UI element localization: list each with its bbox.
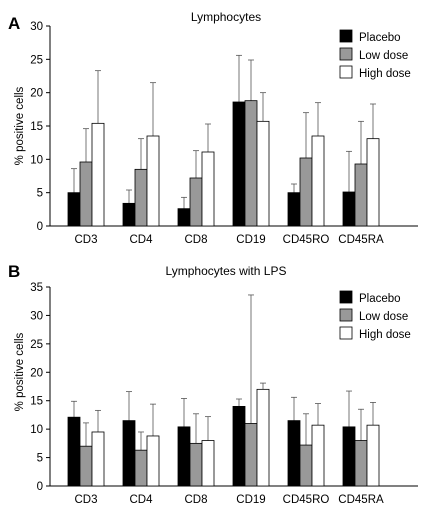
legend: Placebo Low dose High dose bbox=[339, 290, 411, 341]
bar bbox=[146, 135, 160, 227]
panel-b: B Lymphocytes with LPS % positive cells … bbox=[8, 262, 418, 506]
bar bbox=[232, 405, 246, 487]
y-axis-label: % positive cells bbox=[14, 332, 26, 411]
legend: Placebo Low dose High dose bbox=[339, 29, 411, 80]
x-tick-label: CD45RA bbox=[338, 234, 384, 246]
y-tick-label: 10 bbox=[30, 154, 43, 166]
bar bbox=[91, 122, 105, 227]
bar bbox=[79, 161, 93, 227]
y-tick-label: 5 bbox=[37, 188, 43, 200]
y-tick-label: 25 bbox=[30, 54, 43, 66]
bar bbox=[354, 163, 368, 227]
x-tick-label: CD3 bbox=[74, 494, 97, 506]
bar bbox=[189, 442, 203, 487]
legend-swatch bbox=[339, 47, 353, 61]
bar bbox=[342, 426, 356, 487]
y-tick-label: 15 bbox=[30, 121, 43, 133]
bar bbox=[134, 449, 148, 487]
bar bbox=[67, 192, 81, 227]
chart-title: Lymphocytes bbox=[191, 10, 261, 24]
y-tick-label: 30 bbox=[30, 21, 43, 33]
x-tick-label: CD19 bbox=[236, 234, 265, 246]
x-tick-label: CD45RO bbox=[283, 234, 330, 246]
y-tick-label: 20 bbox=[30, 88, 43, 100]
bar bbox=[177, 208, 191, 227]
bar bbox=[354, 440, 368, 487]
y-tick-label: 35 bbox=[30, 282, 43, 294]
bar bbox=[287, 420, 301, 487]
bar bbox=[366, 424, 380, 487]
bar bbox=[189, 177, 203, 227]
bar bbox=[311, 424, 325, 487]
y-tick-label: 30 bbox=[30, 310, 43, 322]
legend-label: Low dose bbox=[359, 50, 408, 62]
panel-letter: A bbox=[8, 14, 20, 33]
y-tick-label: 5 bbox=[37, 453, 43, 465]
bar bbox=[299, 444, 313, 487]
y-tick-label: 10 bbox=[30, 424, 43, 436]
bar bbox=[79, 445, 93, 487]
legend-label: Placebo bbox=[359, 293, 401, 305]
bar bbox=[67, 416, 81, 487]
plot-area: 0 5 10 15 20 25 30 35 CD3 CD4 CD8 CD19 CD45RO CD45RA bbox=[30, 282, 418, 506]
bar bbox=[366, 138, 380, 227]
bar bbox=[311, 135, 325, 227]
x-tick-label: CD4 bbox=[129, 494, 153, 506]
legend-label: Low dose bbox=[359, 311, 408, 323]
x-tick-label: CD8 bbox=[184, 494, 207, 506]
panel-letter: B bbox=[8, 262, 20, 281]
bar bbox=[256, 388, 270, 487]
panel-a: A Lymphocytes % positive cells 0 5 10 15 20 2… bbox=[8, 10, 418, 246]
bar bbox=[122, 202, 136, 227]
legend-swatch bbox=[339, 29, 353, 43]
bar bbox=[201, 151, 215, 227]
bar bbox=[122, 420, 136, 487]
x-tick-label: CD3 bbox=[74, 234, 97, 246]
legend-swatch bbox=[339, 65, 353, 79]
bar bbox=[244, 423, 258, 487]
bar bbox=[299, 157, 313, 227]
y-tick-label: 25 bbox=[30, 339, 43, 351]
plot-area: 0 5 10 15 20 25 30 CD3 CD4 CD8 CD19 CD45RO CD45RA bbox=[30, 21, 418, 246]
y-tick-label: 20 bbox=[30, 367, 43, 379]
chart-title: Lymphocytes with LPS bbox=[166, 264, 287, 278]
legend-swatch bbox=[339, 326, 353, 340]
bar bbox=[201, 440, 215, 487]
bar bbox=[244, 100, 258, 227]
legend-label: High dose bbox=[359, 329, 411, 341]
x-tick-label: CD4 bbox=[129, 234, 153, 246]
bar bbox=[91, 431, 105, 487]
legend-swatch bbox=[339, 290, 353, 304]
x-tick-label: CD45RA bbox=[338, 494, 384, 506]
bar bbox=[146, 435, 160, 487]
bar bbox=[134, 168, 148, 227]
legend-label: High dose bbox=[359, 68, 411, 80]
y-tick-label: 0 bbox=[37, 481, 43, 493]
y-tick-label: 15 bbox=[30, 396, 43, 408]
bar bbox=[342, 191, 356, 227]
bar bbox=[177, 426, 191, 487]
x-tick-label: CD45RO bbox=[283, 494, 330, 506]
x-tick-label: CD8 bbox=[184, 234, 207, 246]
bar bbox=[256, 120, 270, 227]
y-axis-label: % positive cells bbox=[14, 86, 26, 165]
bar bbox=[287, 192, 301, 227]
legend-swatch bbox=[339, 308, 353, 322]
legend-label: Placebo bbox=[359, 32, 401, 44]
x-tick-label: CD19 bbox=[236, 494, 265, 506]
bar bbox=[232, 101, 246, 227]
y-tick-label: 0 bbox=[37, 221, 43, 233]
